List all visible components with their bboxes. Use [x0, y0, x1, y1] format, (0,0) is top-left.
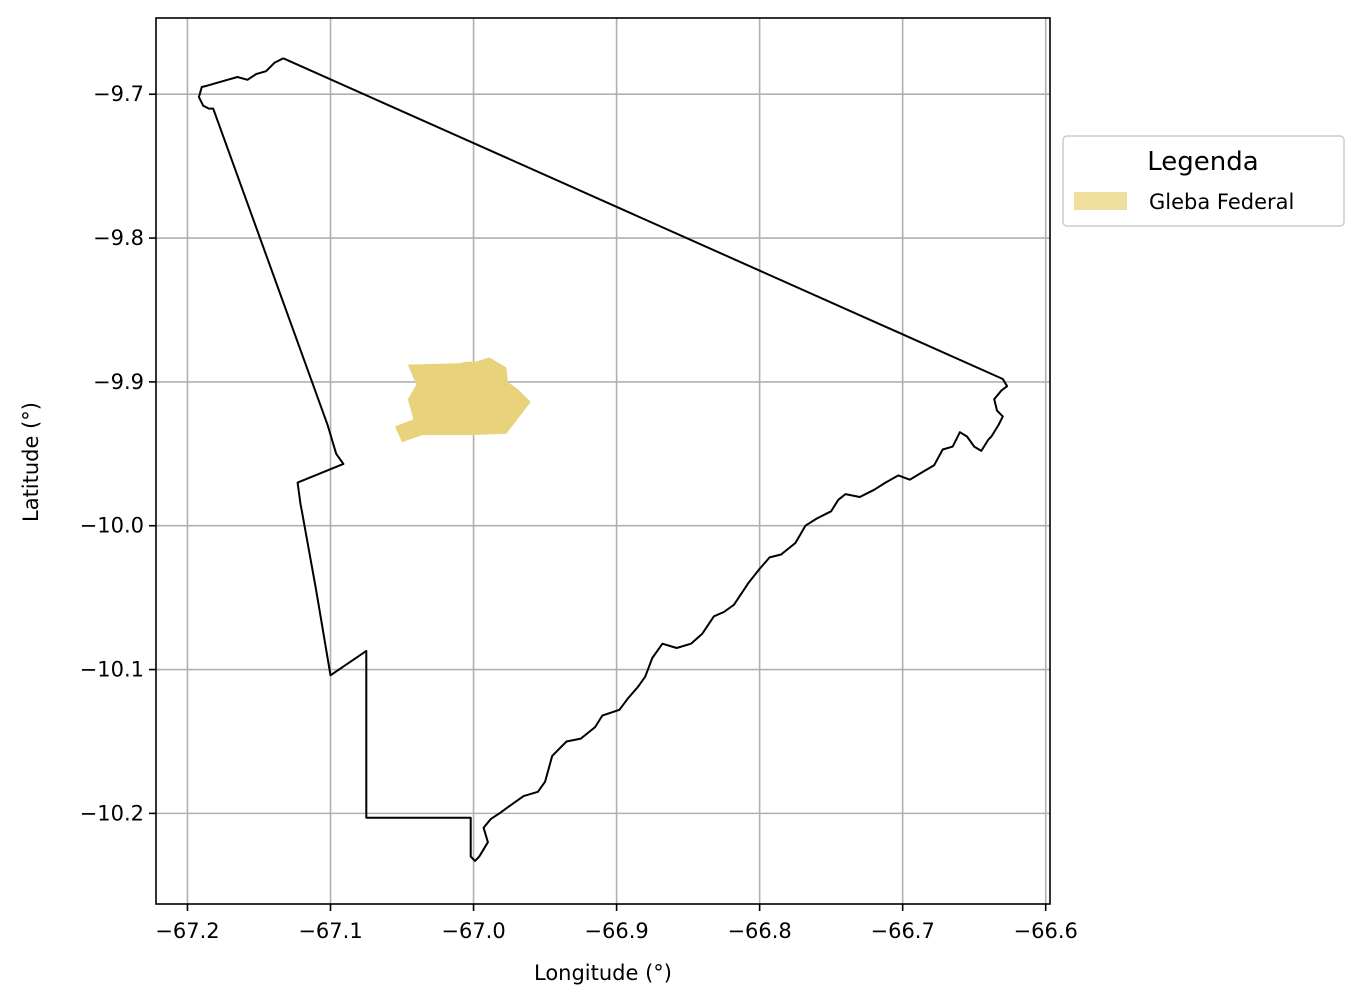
x-tick-label: −67.1: [298, 919, 362, 943]
y-tick-label: −9.8: [93, 226, 144, 250]
y-tick-label: −10.2: [80, 801, 144, 825]
legend: Legenda Gleba Federal: [1062, 135, 1345, 227]
gleba-federal-layer: [394, 357, 531, 443]
legend-title: Legenda: [1147, 147, 1258, 177]
grid-lines: [156, 18, 1050, 904]
legend-box: [1062, 135, 1345, 227]
x-tick-label: −66.7: [870, 919, 934, 943]
legend-swatch-gleba-federal: [1074, 192, 1127, 210]
x-tick-label: −67.2: [155, 919, 219, 943]
legend-label-gleba-federal: Gleba Federal: [1149, 190, 1294, 214]
plot-frame: [155, 17, 1051, 905]
municipality-boundary: [197, 57, 1009, 862]
gleba-federal-polygon: [394, 357, 531, 443]
x-tick-label: −66.9: [584, 919, 648, 943]
x-axis-label: Longitude (°): [534, 961, 672, 985]
x-tick-label: −67.0: [441, 919, 505, 943]
y-tick-label: −9.9: [93, 370, 144, 394]
y-tick-label: −10.0: [80, 514, 144, 538]
y-tick-label: −10.1: [80, 658, 144, 682]
y-tick-label: −9.7: [93, 82, 144, 106]
municipality-boundary-layer: [197, 57, 1009, 862]
y-axis-label: Latitude (°): [19, 402, 43, 522]
y-axis-ticks: −9.7 −9.8 −9.9 −10.0 −10.1 −10.2: [80, 82, 156, 825]
x-tick-label: −66.8: [727, 919, 791, 943]
x-tick-label: −66.6: [1014, 919, 1078, 943]
x-axis-ticks: −67.2 −67.1 −67.0 −66.9 −66.8 −66.7 −66.6: [155, 904, 1078, 943]
